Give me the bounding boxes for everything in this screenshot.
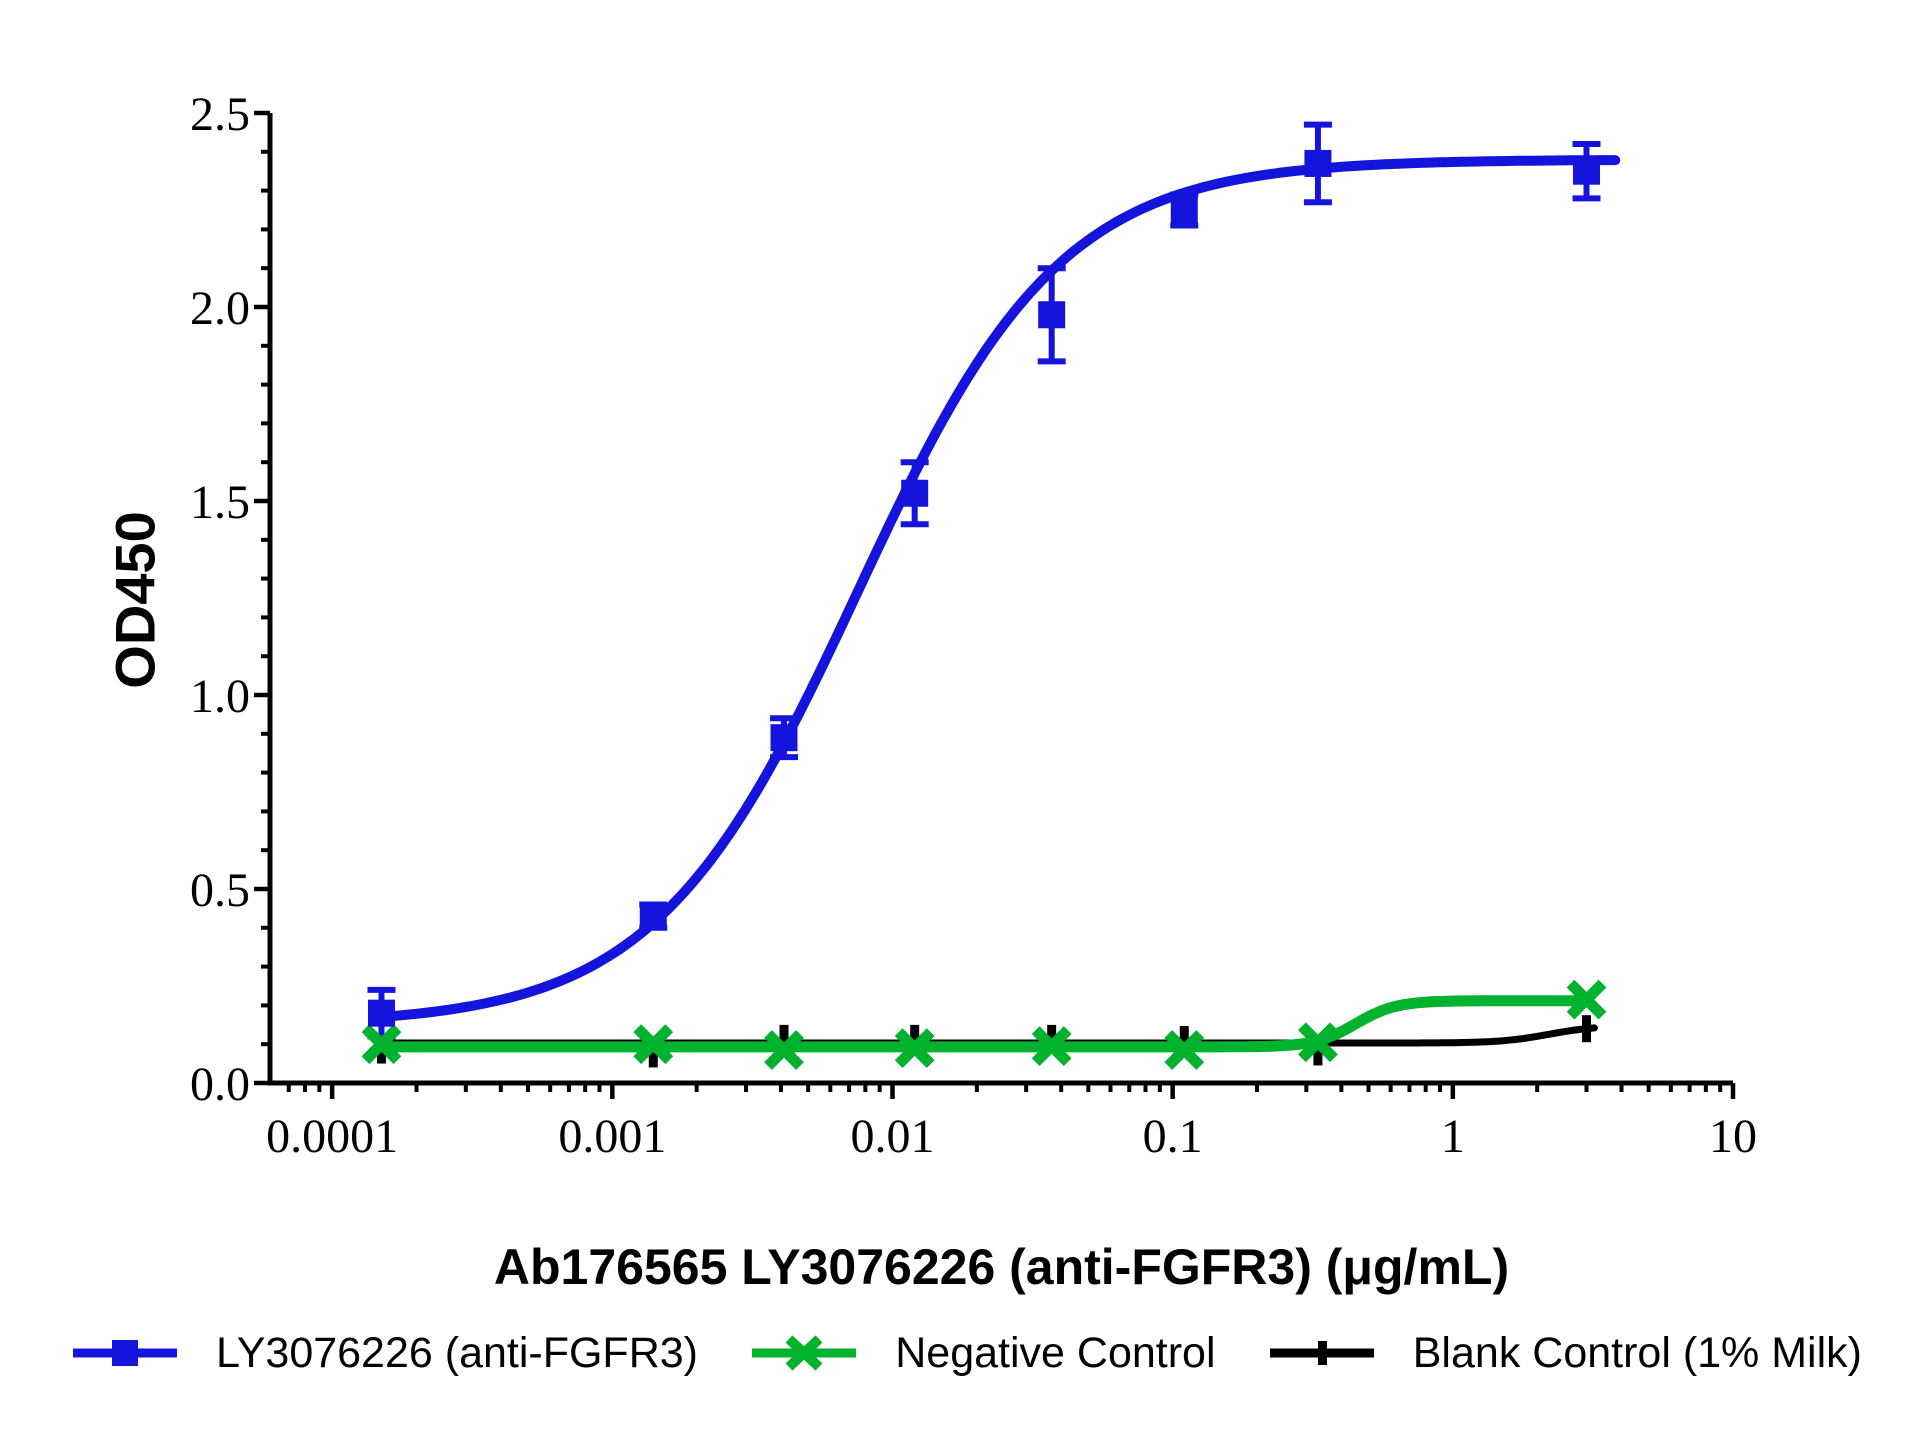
x-tick-label: 1 xyxy=(1441,1110,1465,1163)
data-point-x xyxy=(1298,1022,1338,1063)
data-point-square xyxy=(639,902,667,930)
data-point-vbar xyxy=(910,1024,920,1052)
data-point-vbar xyxy=(1179,1026,1189,1054)
data-point-square xyxy=(1170,196,1198,224)
data-point-square xyxy=(367,999,395,1027)
data-point-x xyxy=(1164,1030,1205,1070)
curves xyxy=(376,155,1621,1053)
data-point-vbar xyxy=(1313,1038,1323,1066)
legend-item-blank-control: Blank Control (1% Milk) xyxy=(1267,1329,1862,1378)
data-point-square xyxy=(1573,157,1601,185)
curve-blank-control xyxy=(378,1024,1598,1047)
curve-ly3076226 xyxy=(376,155,1621,1022)
legend-x-marker-icon xyxy=(785,1335,823,1371)
legend-swatch-line-x xyxy=(752,1335,857,1371)
data-point-x xyxy=(361,1024,402,1065)
legend-label-ly3076226: LY3076226 (anti-FGFR3) xyxy=(216,1328,698,1377)
y-tick-label: 0.5 xyxy=(190,864,250,917)
legend: LY3076226 (anti-FGFR3) Negative Control … xyxy=(70,1322,1862,1384)
y-tick-label: 0.0 xyxy=(190,1058,250,1111)
legend-vbar-marker-icon xyxy=(1317,1341,1327,1365)
y-tick-label: 1.5 xyxy=(190,476,250,529)
data-point-x xyxy=(1566,979,1607,1020)
data-point-square xyxy=(901,479,929,507)
y-tick-label: 2.5 xyxy=(190,88,250,141)
legend-square-marker-icon xyxy=(112,1340,138,1366)
legend-swatch-line-square xyxy=(73,1340,177,1366)
axes: 0.0 0.5 1.0 1.5 2.0 2.5 0.0001 0.001 0.01 0.1 1 10 xyxy=(190,88,1757,1163)
legend-label-blank-control: Blank Control (1% Milk) xyxy=(1412,1328,1862,1377)
data-point-vbar xyxy=(648,1040,658,1068)
markers xyxy=(361,149,1607,1070)
data-point-x xyxy=(1031,1026,1072,1067)
data-point-square xyxy=(1304,149,1332,177)
x-axis-title: Ab176565 LY3076226 (anti-FGFR3) (μg/mL) xyxy=(493,1239,1510,1295)
data-point-vbar xyxy=(779,1024,789,1052)
y-axis-title: OD450 xyxy=(103,511,167,689)
x-tick-label: 0.01 xyxy=(850,1110,934,1163)
y-tick-label: 2.0 xyxy=(190,282,250,335)
x-tick-label: 10 xyxy=(1709,1110,1757,1163)
x-tick-label: 0.0001 xyxy=(266,1110,398,1163)
legend-label-negative-control: Negative Control xyxy=(895,1328,1216,1377)
data-point-x xyxy=(633,1024,674,1065)
data-point-square xyxy=(1038,301,1066,329)
curve-negative-control xyxy=(376,995,1594,1053)
data-point-vbar xyxy=(1582,1015,1592,1043)
data-point-x xyxy=(764,1030,804,1070)
legend-swatch-line-vbar xyxy=(1269,1341,1374,1365)
legend-item-ly3076226: LY3076226 (anti-FGFR3) xyxy=(70,1329,698,1378)
x-tick-label: 0.1 xyxy=(1143,1110,1203,1163)
data-point-x xyxy=(894,1028,935,1068)
data-point-square xyxy=(770,724,798,752)
legend-item-negative-control: Negative Control xyxy=(749,1328,1216,1378)
y-tick-label: 1.0 xyxy=(190,670,250,723)
error-bars xyxy=(367,121,1601,1040)
x-tick-label: 0.001 xyxy=(558,1110,666,1163)
